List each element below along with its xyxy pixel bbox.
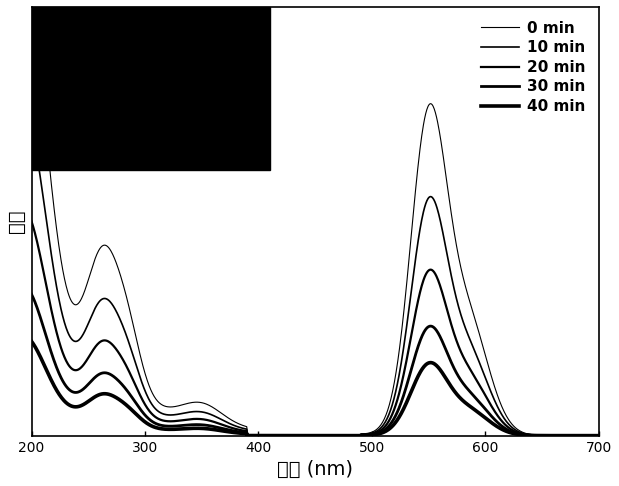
0 min	[85, 273, 93, 279]
10 min	[470, 347, 478, 352]
0 min	[28, 4, 35, 10]
Bar	[32, 7, 270, 170]
Line: 0 min: 0 min	[32, 7, 599, 435]
40 min	[470, 406, 478, 412]
Y-axis label: 强度: 强度	[7, 209, 26, 233]
Line: 40 min: 40 min	[32, 341, 599, 435]
0 min	[595, 433, 603, 438]
10 min	[417, 220, 425, 226]
30 min	[417, 335, 425, 341]
Legend: 0 min, 10 min, 20 min, 30 min, 40 min: 0 min, 10 min, 20 min, 30 min, 40 min	[475, 15, 591, 120]
20 min	[480, 390, 488, 396]
40 min	[85, 398, 93, 403]
10 min	[480, 372, 488, 378]
30 min	[258, 433, 265, 438]
30 min	[595, 433, 603, 438]
0 min	[278, 433, 285, 438]
10 min	[28, 124, 35, 130]
20 min	[85, 353, 93, 359]
40 min	[417, 368, 425, 374]
20 min	[258, 433, 265, 438]
30 min	[28, 291, 35, 297]
10 min	[85, 318, 93, 324]
0 min	[258, 433, 265, 438]
0 min	[417, 137, 425, 143]
30 min	[85, 380, 93, 386]
10 min	[258, 433, 265, 438]
10 min	[278, 433, 285, 438]
20 min	[278, 433, 285, 438]
0 min	[470, 312, 478, 318]
0 min	[480, 348, 488, 354]
Line: 20 min: 20 min	[32, 221, 599, 435]
30 min	[480, 405, 488, 411]
20 min	[28, 218, 35, 224]
20 min	[417, 285, 425, 291]
20 min	[595, 433, 603, 438]
40 min	[595, 433, 603, 438]
Line: 30 min: 30 min	[32, 294, 599, 435]
Line: 10 min: 10 min	[32, 127, 599, 435]
10 min	[595, 433, 603, 438]
30 min	[470, 393, 478, 399]
30 min	[278, 433, 285, 438]
40 min	[278, 433, 285, 438]
40 min	[480, 414, 488, 420]
X-axis label: 波长 (nm): 波长 (nm)	[277, 460, 353, 479]
40 min	[28, 338, 35, 344]
40 min	[258, 433, 265, 438]
20 min	[470, 373, 478, 379]
